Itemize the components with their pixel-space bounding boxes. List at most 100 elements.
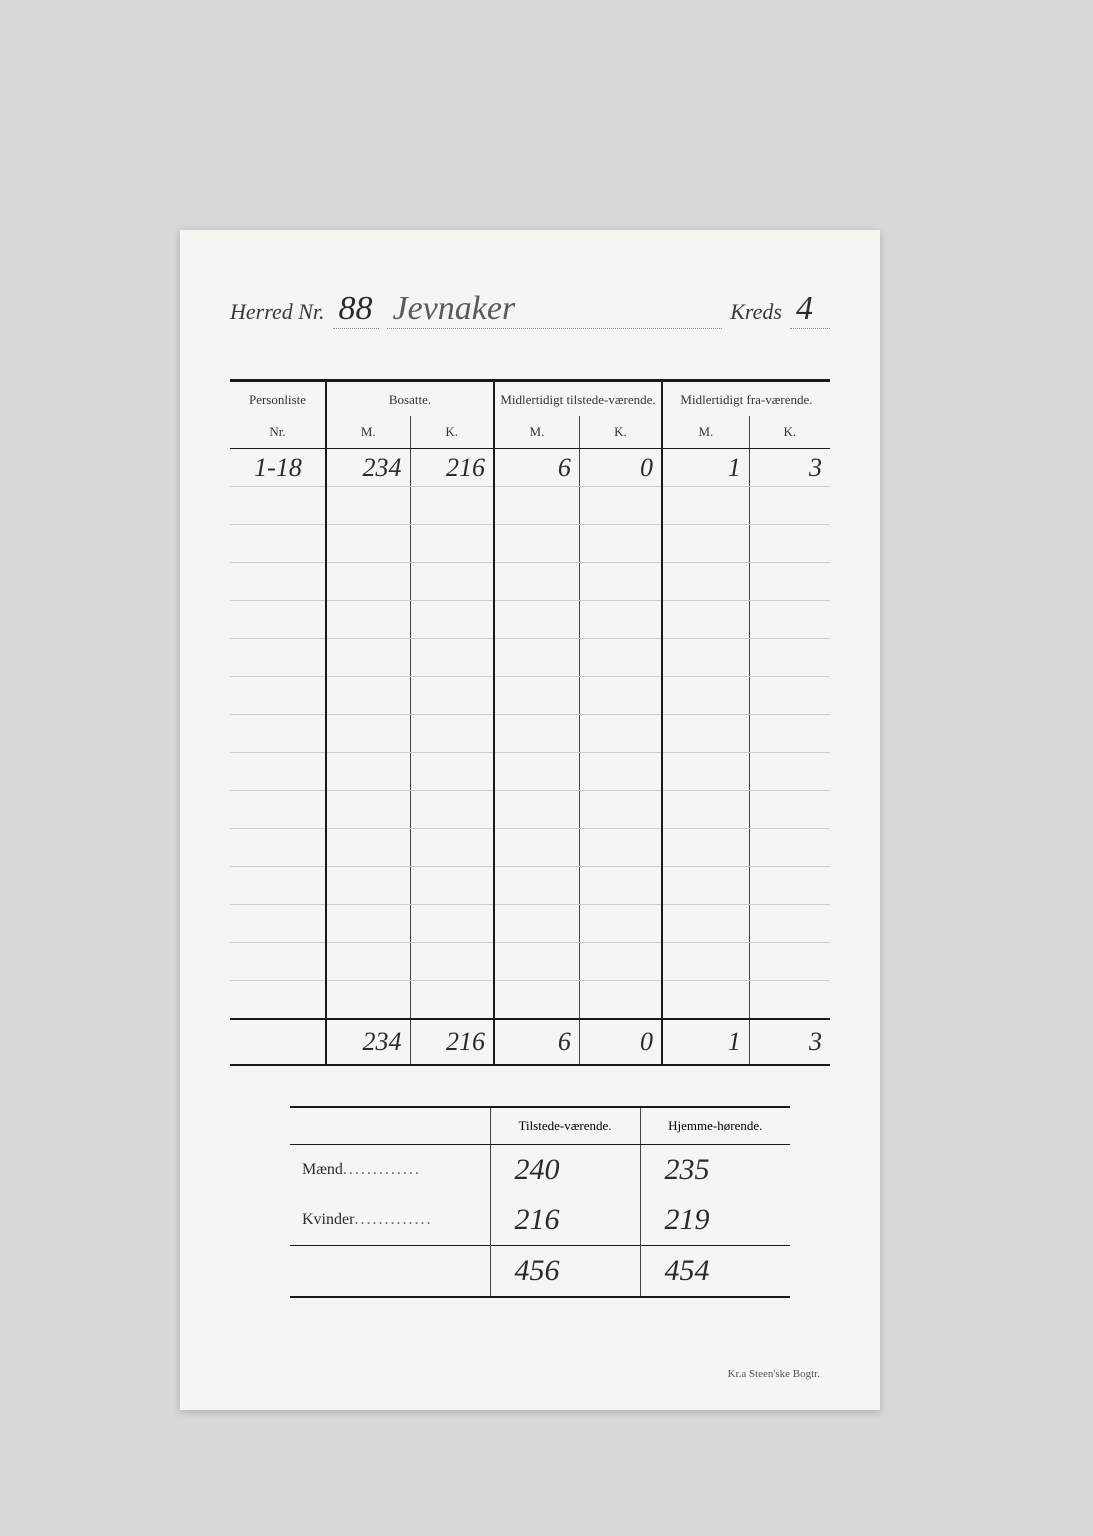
col-tilstede-m: M. — [494, 416, 579, 449]
table-cell — [662, 829, 749, 867]
table-cell — [749, 677, 830, 715]
table-cell — [326, 563, 410, 601]
table-cell — [230, 639, 326, 677]
table-cell — [410, 829, 494, 867]
col-bosatte-k: K. — [410, 416, 494, 449]
table-row: 1-182342166013 — [230, 449, 830, 487]
table-cell — [579, 563, 662, 601]
table-cell — [410, 981, 494, 1019]
table-cell — [494, 601, 579, 639]
table-cell — [410, 715, 494, 753]
table-cell — [749, 791, 830, 829]
sum-maend-hjemme: 235 — [640, 1144, 790, 1195]
table-cell — [326, 677, 410, 715]
table-cell — [326, 981, 410, 1019]
col-tilstede-k: K. — [579, 416, 662, 449]
table-cell: 0 — [579, 1019, 662, 1065]
table-cell — [579, 905, 662, 943]
table-cell — [494, 981, 579, 1019]
table-cell — [230, 715, 326, 753]
table-cell — [749, 487, 830, 525]
sum-row-total: 456 454 — [290, 1245, 790, 1297]
table-cell: 216 — [410, 449, 494, 487]
main-table: Personliste Bosatte. Midlertidigt tilste… — [230, 379, 830, 1066]
sum-maend-tilstede: 240 — [490, 1144, 640, 1195]
table-cell — [579, 601, 662, 639]
table-row — [230, 867, 830, 905]
table-row — [230, 905, 830, 943]
table-cell — [662, 905, 749, 943]
table-cell — [326, 867, 410, 905]
table-cell — [230, 981, 326, 1019]
table-cell — [662, 601, 749, 639]
table-cell — [326, 905, 410, 943]
sum-blank-header — [290, 1107, 490, 1145]
table-cell: 0 — [579, 449, 662, 487]
table-cell — [662, 677, 749, 715]
table-cell — [410, 791, 494, 829]
sum-row-kvinder: Kvinder 216 219 — [290, 1195, 790, 1246]
table-cell — [749, 601, 830, 639]
table-cell — [494, 487, 579, 525]
sum-hjemme-header: Hjemme-hørende. — [640, 1107, 790, 1145]
table-cell — [749, 981, 830, 1019]
table-cell — [410, 905, 494, 943]
main-table-body: 1-1823421660132342166013 — [230, 449, 830, 1065]
col-fra-k: K. — [749, 416, 830, 449]
table-cell — [579, 487, 662, 525]
herred-number: 88 — [333, 290, 379, 329]
table-cell — [230, 525, 326, 563]
table-cell — [579, 829, 662, 867]
sum-total-tilstede: 456 — [490, 1245, 640, 1297]
table-cell — [494, 639, 579, 677]
herred-label: Herred Nr. — [230, 299, 325, 325]
kreds-label: Kreds — [730, 299, 782, 325]
table-cell — [326, 639, 410, 677]
table-cell — [749, 867, 830, 905]
table-cell — [230, 677, 326, 715]
summary-block: Tilstede-værende. Hjemme-hørende. Mænd 2… — [290, 1106, 790, 1298]
table-cell — [662, 563, 749, 601]
table-cell — [230, 1019, 326, 1065]
col-nr: Nr. — [230, 416, 326, 449]
table-cell — [662, 981, 749, 1019]
col-midl-fra: Midlertidigt fra-værende. — [662, 381, 830, 417]
col-bosatte: Bosatte. — [326, 381, 494, 417]
table-cell: 1 — [662, 449, 749, 487]
table-cell — [494, 943, 579, 981]
sum-kvinder-label: Kvinder — [290, 1195, 490, 1246]
table-cell — [494, 867, 579, 905]
sum-total-label — [290, 1245, 490, 1297]
sum-row-maend: Mænd 240 235 — [290, 1144, 790, 1195]
table-cell — [494, 905, 579, 943]
table-cell — [326, 791, 410, 829]
sum-kvinder-hjemme: 219 — [640, 1195, 790, 1246]
herred-name: Jevnaker — [387, 290, 723, 329]
table-cell — [230, 905, 326, 943]
table-cell — [494, 753, 579, 791]
table-cell — [579, 753, 662, 791]
table-row — [230, 677, 830, 715]
table-cell — [230, 487, 326, 525]
table-row — [230, 753, 830, 791]
table-row — [230, 525, 830, 563]
table-cell — [230, 943, 326, 981]
table-cell — [494, 829, 579, 867]
table-row — [230, 715, 830, 753]
col-personliste: Personliste — [230, 381, 326, 417]
table-cell — [410, 563, 494, 601]
table-cell — [662, 753, 749, 791]
table-cell: 234 — [326, 449, 410, 487]
table-cell — [579, 639, 662, 677]
table-cell — [410, 867, 494, 905]
table-cell — [230, 753, 326, 791]
table-cell: 6 — [494, 1019, 579, 1065]
footer-imprint: Kr.a Steen'ske Bogtr. — [728, 1368, 820, 1380]
header-line: Herred Nr. 88 Jevnaker Kreds 4 — [230, 290, 830, 329]
table-cell — [579, 981, 662, 1019]
table-cell — [410, 639, 494, 677]
table-cell — [410, 487, 494, 525]
sum-total-hjemme: 454 — [640, 1245, 790, 1297]
table-row — [230, 829, 830, 867]
summary-table: Tilstede-værende. Hjemme-hørende. Mænd 2… — [290, 1106, 790, 1298]
